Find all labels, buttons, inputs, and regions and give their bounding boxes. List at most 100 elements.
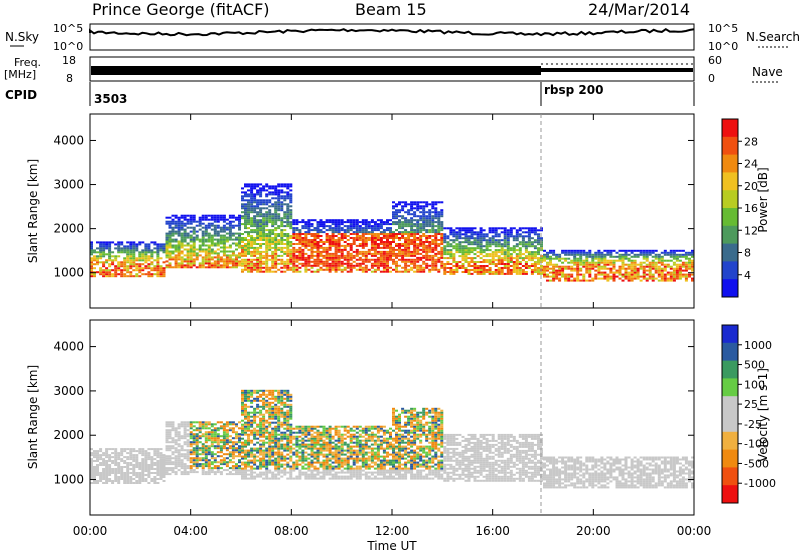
velocity-cell [211,461,214,463]
velocity-cell [277,454,280,456]
power-cell [552,250,555,252]
power-cell [594,278,597,280]
power-cell [244,195,247,197]
power-cell [277,263,280,265]
power-cell [132,241,135,243]
power-cell [431,229,434,231]
velocity-cell [184,435,187,437]
velocity-cell [163,480,166,482]
velocity-cell [99,456,102,458]
power-cell [386,259,389,261]
velocity-cell [169,437,172,439]
power-cell [540,237,543,239]
power-cell [141,267,144,269]
power-cell [501,249,504,251]
power-cell [123,245,126,247]
power-cell [268,191,271,193]
power-cell [492,227,495,229]
power-cell [362,245,365,247]
velocity-cell [193,439,196,441]
velocity-cell [163,460,166,462]
power-cell [655,278,658,280]
power-cell [416,249,419,251]
power-cell [676,264,679,266]
velocity-cell [256,408,259,410]
power-cell [480,241,483,243]
power-cell [253,249,256,251]
power-cell [265,233,268,235]
power-cell [474,249,477,251]
power-cell [280,205,283,207]
velocity-cell [111,452,114,454]
power-cell [214,217,217,219]
velocity-cell [271,430,274,432]
velocity-cell [208,421,211,423]
power-cell [268,259,271,261]
velocity-cell [193,453,196,455]
power-cell [178,254,181,256]
power-cell [392,231,395,233]
velocity-cell [268,438,271,440]
power-cell [114,273,117,275]
velocity-cell [199,441,202,443]
power-cell [440,251,443,253]
power-cell [292,255,295,257]
velocity-cell [244,416,247,418]
power-cell [425,267,428,269]
power-cell [232,266,235,268]
power-cell [455,233,458,235]
power-cell [468,253,471,255]
power-cell [235,239,238,241]
velocity-cell [196,467,199,469]
velocity-cell [274,400,277,402]
power-cell [613,272,616,274]
velocity-cell [274,398,277,400]
power-cell [449,267,452,269]
power-cell [347,263,350,265]
power-cell [241,197,244,199]
power-cell [286,261,289,263]
power-cell [613,264,616,266]
power-cell [431,205,434,207]
power-cell [567,252,570,254]
power-cell [458,251,461,253]
power-cell [395,267,398,269]
power-cell [353,223,356,225]
power-cell [350,229,353,231]
power-cell [181,264,184,266]
power-cell [667,278,670,280]
power-cell [425,235,428,237]
velocity-cell [259,432,262,434]
power-cell [465,231,468,233]
power-cell [326,255,329,257]
velocity-cell [181,465,184,467]
power-cell [232,217,235,219]
power-cell [301,233,304,235]
velocity-cell [244,474,247,476]
power-cell [205,251,208,253]
power-cell [244,269,247,271]
power-cell [458,235,461,237]
power-cell [202,237,205,239]
power-cell [344,245,347,247]
velocity-cell [274,410,277,412]
power-cell [202,245,205,247]
power-cell [625,258,628,260]
power-cell [320,245,323,247]
power-cell [362,259,365,261]
power-cell [452,233,455,235]
power-cell [123,257,126,259]
power-cell [144,249,147,251]
velocity-cell [247,392,250,394]
velocity-cell [120,460,123,462]
power-cell [588,256,591,258]
power-cell [625,264,628,266]
power-cell [637,250,640,252]
power-cell [407,271,410,273]
power-cell [504,241,507,243]
power-cell [374,235,377,237]
velocity-cell [178,423,181,425]
velocity-cell [138,478,141,480]
velocity-cell [247,400,250,402]
power-cell [431,203,434,205]
